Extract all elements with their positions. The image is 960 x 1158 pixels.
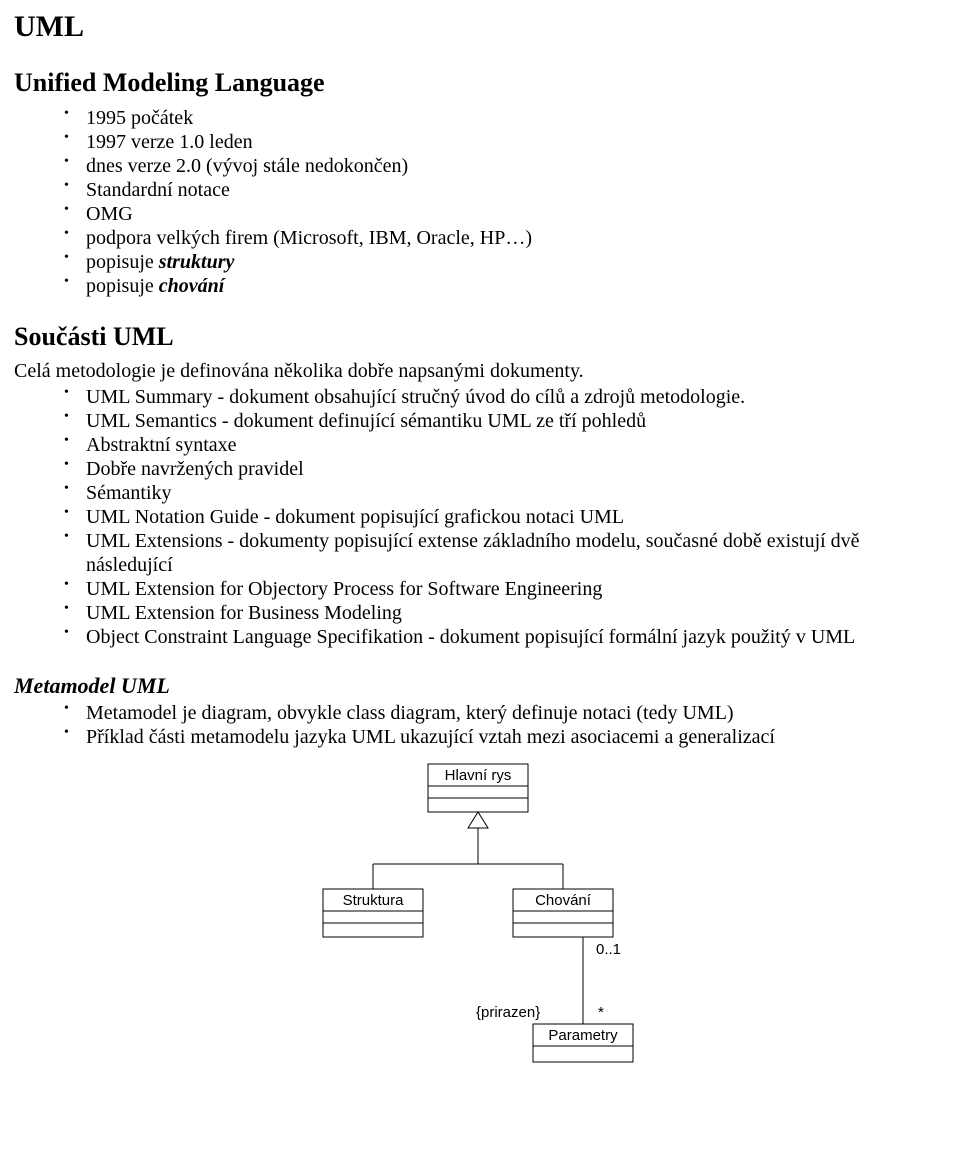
multiplicity-label: 0..1 (596, 941, 621, 958)
metamodel-list: Metamodel je diagram, obvykle class diag… (14, 701, 946, 749)
generalization-arrow-icon (468, 812, 488, 828)
uml-class-label: Chování (535, 892, 592, 909)
list-item: Metamodel je diagram, obvykle class diag… (58, 701, 946, 725)
list-item: UML Extension for Business Modeling (58, 601, 946, 625)
list-item: dnes verze 2.0 (vývoj stále nedokončen) (58, 154, 946, 178)
components-heading: Součásti UML (14, 322, 946, 352)
list-item: Object Constraint Language Specifikation… (58, 625, 946, 649)
components-list: UML Summary - dokument obsahující stručn… (14, 385, 946, 649)
metamodel-diagram-container: Hlavní rys Struktura Chování Parametry 0..1 {… (14, 759, 946, 1075)
metamodel-diagram: Hlavní rys Struktura Chování Parametry 0..1 {… (288, 759, 673, 1069)
list-item: UML Semantics - dokument definující séma… (58, 409, 946, 433)
list-item: UML Summary - dokument obsahující stručn… (58, 385, 946, 409)
history-list: 1995 počátek1997 verze 1.0 ledendnes ver… (14, 106, 946, 298)
metamodel-heading: Metamodel UML (14, 673, 946, 699)
uml-class-label: Hlavní rys (444, 767, 511, 784)
multiplicity-label: * (598, 1004, 604, 1021)
list-item: Příklad části metamodelu jazyka UML ukaz… (58, 725, 946, 749)
list-item: Abstraktní syntaxe (58, 433, 946, 457)
uml-class-label: Struktura (342, 892, 404, 909)
list-item: 1997 verze 1.0 leden (58, 130, 946, 154)
page-title: UML (14, 10, 946, 44)
list-item: Dobře navržených pravidel (58, 457, 946, 481)
list-item: UML Extensions - dokumenty popisující ex… (58, 529, 946, 577)
subtitle: Unified Modeling Language (14, 68, 946, 98)
list-item: 1995 počátek (58, 106, 946, 130)
constraint-label: {prirazen} (476, 1004, 540, 1021)
uml-class-label: Parametry (548, 1027, 618, 1044)
list-item: podpora velkých firem (Microsoft, IBM, O… (58, 226, 946, 250)
list-item: Sémantiky (58, 481, 946, 505)
list-item: popisuje struktury (58, 250, 946, 274)
list-item: UML Notation Guide - dokument popisující… (58, 505, 946, 529)
components-intro: Celá metodologie je definována několika … (14, 360, 946, 383)
list-item: Standardní notace (58, 178, 946, 202)
list-item: UML Extension for Objectory Process for … (58, 577, 946, 601)
list-item: OMG (58, 202, 946, 226)
list-item: popisuje chování (58, 274, 946, 298)
